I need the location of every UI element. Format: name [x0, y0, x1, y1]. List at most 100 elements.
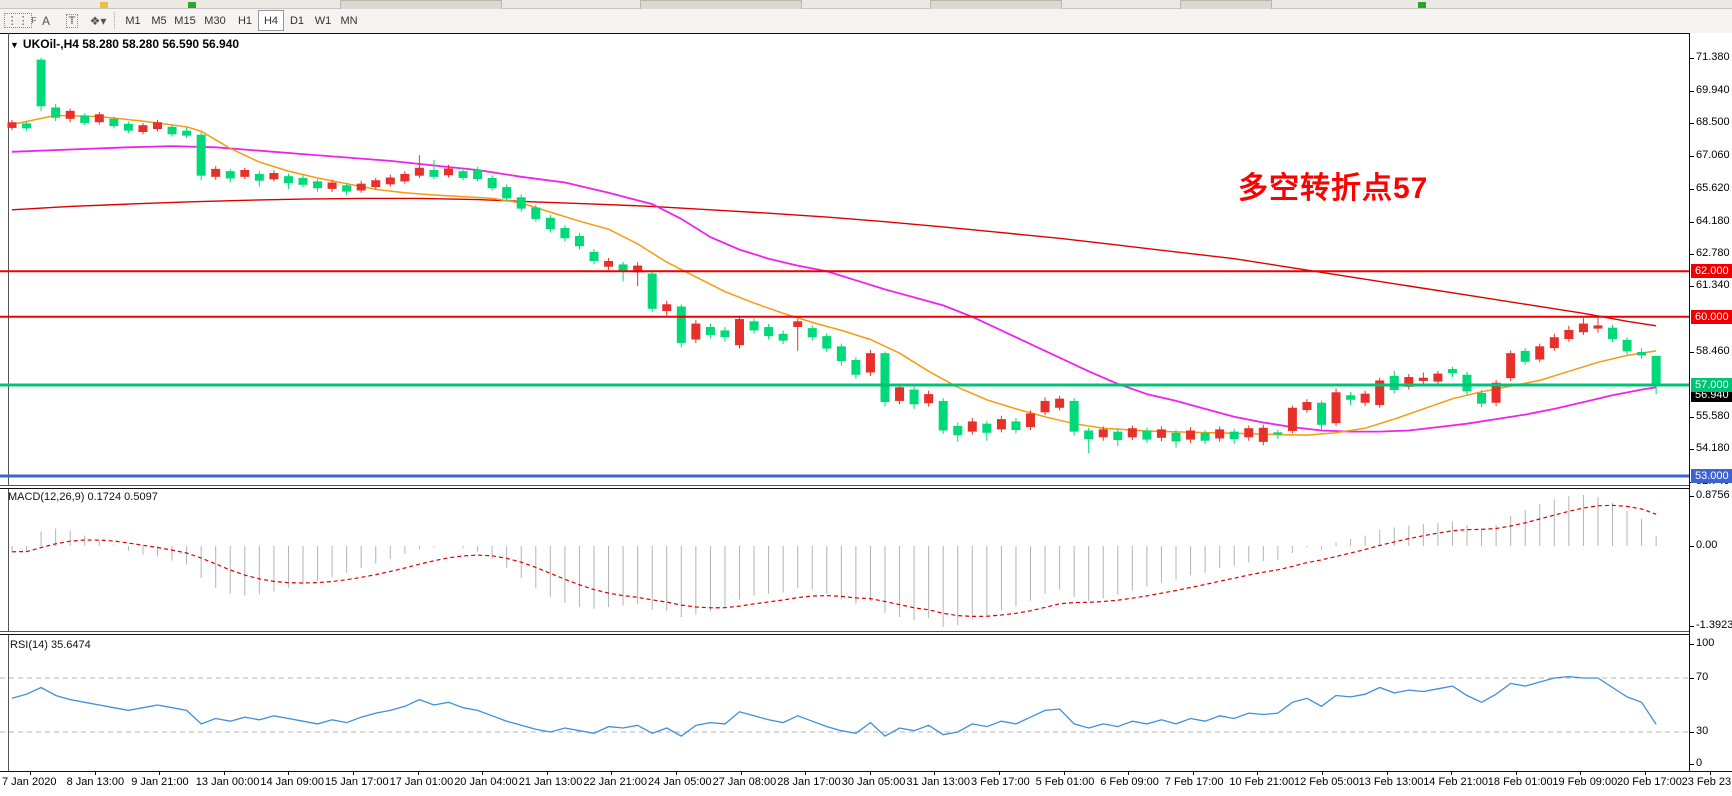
time-tick-label: 13 Feb 13:00 [1358, 776, 1424, 788]
timeframe-button-h4[interactable]: H4 [258, 10, 284, 31]
time-tick-label: 9 Jan 21:00 [131, 776, 189, 788]
time-tick-label: 12 Feb 05:00 [1294, 776, 1359, 788]
time-tick-label: 18 Feb 01:00 [1487, 776, 1553, 788]
time-tick-mark [1386, 772, 1388, 775]
time-tick-mark [999, 772, 1000, 775]
candle-body [1098, 429, 1108, 438]
candle-body [1026, 413, 1035, 428]
candle-body [1418, 377, 1428, 381]
time-tick-label: 27 Jan 08:00 [712, 776, 777, 788]
candle-body [65, 110, 75, 119]
time-tick-label: 6 Feb 09:00 [1100, 776, 1159, 788]
axis-tick-mark [1690, 352, 1694, 353]
text-tool-button[interactable]: T [60, 10, 84, 31]
candle-body [342, 185, 352, 192]
candle-body [1302, 402, 1312, 411]
candle-body [1142, 430, 1152, 440]
candle-body [647, 273, 657, 309]
candle-body [865, 353, 875, 373]
price-axis[interactable]: 71.380 69.940 68.500 67.060 65.620 64.180 62.7… [1689, 33, 1732, 771]
arrows-tool-button[interactable]: ❖▾ [86, 10, 110, 31]
timeframe-button-d1[interactable]: D1 [289, 14, 305, 27]
time-tick-label: 22 Jan 21:00 [583, 776, 648, 788]
candle-body [764, 326, 774, 337]
time-tick-label: 20 Jan 04:00 [454, 776, 518, 788]
candle-body [7, 122, 17, 128]
grid-icon: ⋮⋮ [3, 13, 32, 28]
candle-body [1404, 377, 1414, 387]
candle-body [1360, 393, 1370, 403]
timeframe-button-m30[interactable]: M30 [204, 14, 226, 27]
candle-body [1084, 430, 1094, 440]
grid-properties-button[interactable]: ⋮⋮ F [3, 10, 36, 31]
candle-body [313, 181, 323, 189]
rsi-panel-splitter[interactable] [0, 631, 1732, 635]
time-tick-mark [934, 772, 936, 775]
candle-body [1069, 400, 1079, 432]
price-tick-label: 64.180 [1696, 215, 1730, 227]
candle-body [327, 182, 337, 189]
candle-body [1389, 375, 1399, 391]
timeframe-button-mn[interactable]: MN [340, 14, 358, 27]
collapse-triangle-icon[interactable]: ▼ [10, 40, 19, 50]
main-price-chart[interactable] [0, 34, 1689, 486]
candle-body [589, 251, 599, 262]
timeframe-button-h1[interactable]: H1 [237, 14, 253, 27]
candle-body [138, 125, 148, 133]
candle-body [1622, 339, 1632, 352]
timeframe-button-m15[interactable]: M15 [174, 14, 196, 27]
chart-symbol-title: ▼ UKOil-,H4 58.280 58.280 56.590 56.940 [10, 37, 240, 51]
axis-tick-mark [1690, 496, 1694, 497]
text-label-button[interactable]: A [34, 10, 58, 31]
timeframe-button-m5[interactable]: M5 [151, 14, 167, 27]
candle-body [880, 353, 890, 403]
candle-body [487, 177, 497, 189]
candle-body [1608, 327, 1617, 340]
macd-panel-splitter[interactable] [0, 485, 1732, 489]
macd-label: MACD(12,26,9) 0.1724 0.5097 [8, 491, 158, 503]
candle-body [982, 423, 992, 433]
level-price-box: 57.000 [1691, 378, 1732, 392]
time-tick-label: 24 Jan 05:00 [648, 776, 712, 788]
candle-body [1433, 373, 1443, 382]
rsi-label: RSI(14) 35.6474 [10, 639, 91, 651]
candle-body [36, 59, 46, 107]
axis-tick-mark [1690, 286, 1694, 287]
rsi-tick-label: 0 [1696, 757, 1703, 769]
candle-body [1375, 380, 1385, 406]
axis-tick-mark [1690, 678, 1694, 679]
candle-body [1287, 407, 1297, 431]
timeframe-button-w1[interactable]: W1 [314, 14, 332, 27]
candle-body [414, 167, 424, 176]
candle-body [1156, 429, 1166, 438]
chart-annotation-text: 多空转折点57 [1238, 172, 1429, 205]
rsi-indicator-panel[interactable] [0, 635, 1689, 771]
time-tick-mark [159, 772, 161, 775]
candle-body [80, 115, 90, 123]
candle-body [909, 389, 919, 405]
rsi-tick-label: 30 [1696, 725, 1709, 737]
candle-body [211, 168, 221, 177]
macd-indicator-panel[interactable] [0, 489, 1689, 631]
price-tick-label: 61.340 [1696, 279, 1730, 291]
candle-body [720, 330, 730, 338]
level-price-box: 53.000 [1691, 469, 1732, 483]
time-tick-label: 23 Feb 23:00 [1681, 776, 1732, 788]
time-tick-label: 14 Jan 09:00 [260, 776, 325, 788]
candle-body [1593, 325, 1603, 329]
candle-body [385, 177, 395, 185]
time-tick-label: 30 Jan 05:00 [841, 776, 906, 788]
timeframe-button-m1[interactable]: M1 [125, 14, 141, 27]
price-tick-label: 58.460 [1696, 345, 1730, 357]
candle-body [967, 421, 977, 432]
time-tick-mark [1515, 772, 1517, 775]
candle-body [1040, 400, 1050, 413]
time-axis[interactable]: 7 Jan 2020 8 Jan 13:00 9 Jan 21:00 13 Jan 0… [0, 771, 1732, 796]
candle-body [182, 130, 192, 136]
candle-body [1317, 402, 1326, 425]
time-tick-mark [482, 772, 484, 775]
time-tick-label: 7 Jan 2020 [2, 776, 57, 788]
candle-body [1346, 395, 1356, 400]
axis-tick-mark [1690, 156, 1694, 157]
clipped-icon [188, 2, 196, 8]
